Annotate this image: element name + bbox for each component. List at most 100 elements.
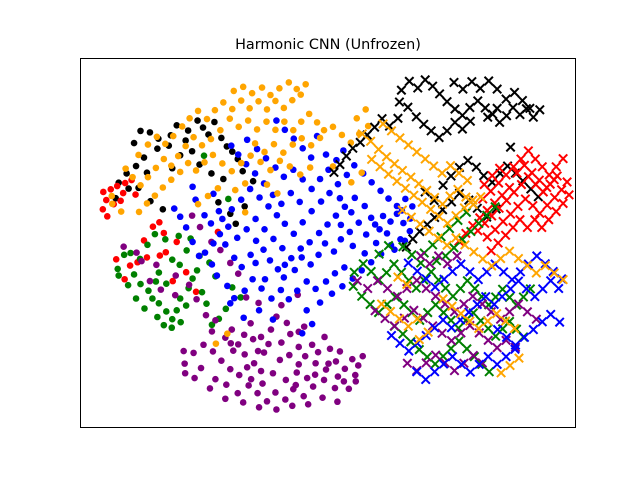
x-marker-point bbox=[415, 258, 426, 268]
dot-marker-point bbox=[305, 110, 313, 118]
x-marker-point bbox=[403, 346, 414, 356]
x-marker-point bbox=[447, 301, 457, 312]
dot-marker-point bbox=[247, 375, 255, 383]
x-marker-point bbox=[411, 366, 422, 377]
dot-marker-point bbox=[192, 167, 200, 174]
x-marker-point bbox=[462, 275, 473, 286]
dot-marker-point bbox=[329, 163, 337, 170]
dot-marker-point bbox=[135, 151, 142, 159]
dot-marker-point bbox=[137, 127, 144, 135]
dot-marker-point bbox=[270, 140, 278, 148]
x-marker-point bbox=[501, 351, 511, 362]
dot-marker-point bbox=[182, 137, 189, 144]
dot-marker-point bbox=[167, 176, 175, 184]
dot-marker-point bbox=[255, 299, 262, 307]
dot-marker-point bbox=[313, 119, 321, 126]
x-marker-point bbox=[329, 167, 339, 178]
dot-marker-point bbox=[242, 160, 250, 168]
x-marker-point bbox=[540, 260, 551, 271]
x-marker-point bbox=[521, 103, 532, 114]
x-marker-point bbox=[529, 291, 540, 302]
dot-marker-point bbox=[181, 360, 188, 367]
x-marker-point bbox=[543, 214, 554, 225]
dot-marker-point bbox=[308, 341, 316, 349]
dot-marker-point bbox=[241, 287, 248, 295]
x-marker-point bbox=[425, 204, 436, 215]
x-marker-point bbox=[426, 125, 437, 136]
dot-marker-point bbox=[214, 184, 222, 192]
dot-marker-point bbox=[279, 244, 286, 252]
dot-marker-point bbox=[273, 406, 280, 413]
dot-marker-point bbox=[330, 248, 338, 255]
x-marker-point bbox=[537, 283, 548, 294]
x-marker-point bbox=[442, 125, 452, 136]
x-marker-point bbox=[440, 283, 451, 294]
x-marker-point bbox=[558, 153, 569, 164]
dot-marker-point bbox=[184, 159, 192, 167]
x-marker-point bbox=[433, 251, 444, 261]
x-marker-point bbox=[397, 165, 408, 176]
dot-marker-point bbox=[246, 185, 254, 193]
dot-marker-point bbox=[376, 226, 383, 233]
dot-marker-point bbox=[176, 261, 183, 269]
dot-marker-point bbox=[152, 164, 160, 172]
dot-marker-point bbox=[319, 394, 326, 401]
x-marker-point bbox=[486, 261, 497, 271]
x-marker-point bbox=[395, 338, 405, 349]
plot-frame bbox=[80, 58, 576, 428]
dot-marker-point bbox=[172, 272, 180, 279]
x-marker-point bbox=[458, 84, 468, 94]
x-marker-point bbox=[492, 359, 503, 370]
x-marker-point bbox=[486, 245, 497, 256]
x-marker-point bbox=[513, 276, 524, 287]
dot-marker-point bbox=[156, 252, 164, 259]
dot-marker-point bbox=[201, 211, 208, 219]
dot-marker-point bbox=[245, 382, 252, 389]
dot-marker-point bbox=[280, 173, 288, 181]
dot-marker-point bbox=[189, 238, 196, 246]
x-marker-point bbox=[494, 163, 505, 174]
x-marker-point bbox=[437, 168, 447, 178]
x-marker-point bbox=[420, 154, 431, 164]
dot-marker-point bbox=[377, 187, 384, 195]
dot-marker-point bbox=[297, 118, 305, 125]
dot-marker-point bbox=[162, 236, 169, 243]
x-marker-point bbox=[406, 249, 417, 260]
x-marker-point bbox=[449, 242, 459, 253]
dot-marker-point bbox=[160, 229, 168, 237]
dot-marker-point bbox=[212, 340, 220, 347]
x-marker-point bbox=[541, 182, 552, 193]
x-marker-point bbox=[444, 223, 455, 234]
x-marker-point bbox=[564, 189, 574, 200]
x-marker-point bbox=[356, 291, 367, 302]
dot-marker-point bbox=[169, 277, 177, 285]
dot-marker-point bbox=[334, 180, 342, 188]
dot-marker-point bbox=[282, 396, 289, 403]
x-marker-point bbox=[477, 254, 488, 264]
x-marker-point bbox=[427, 81, 438, 92]
x-marker-point bbox=[525, 283, 536, 294]
dot-marker-point bbox=[349, 242, 357, 250]
x-marker-point bbox=[468, 350, 479, 361]
x-marker-point bbox=[392, 291, 403, 302]
x-marker-point bbox=[439, 274, 449, 285]
x-marker-point bbox=[446, 343, 456, 354]
dot-marker-point bbox=[226, 365, 234, 373]
dot-marker-point bbox=[141, 305, 148, 312]
dot-marker-point bbox=[341, 365, 349, 373]
dot-marker-point bbox=[304, 401, 312, 408]
dot-marker-point bbox=[209, 348, 217, 355]
dot-marker-point bbox=[251, 140, 259, 147]
x-marker-point bbox=[420, 374, 431, 385]
dot-marker-point bbox=[215, 199, 222, 206]
dot-marker-point bbox=[149, 295, 156, 302]
x-marker-point bbox=[531, 268, 542, 278]
dot-marker-point bbox=[252, 259, 259, 267]
x-marker-point bbox=[464, 316, 475, 326]
x-marker-point bbox=[495, 253, 506, 264]
x-marker-point bbox=[545, 309, 556, 320]
x-marker-point bbox=[430, 299, 441, 310]
dot-marker-point bbox=[269, 369, 277, 377]
x-marker-point bbox=[401, 242, 412, 252]
x-marker-point bbox=[455, 283, 466, 294]
